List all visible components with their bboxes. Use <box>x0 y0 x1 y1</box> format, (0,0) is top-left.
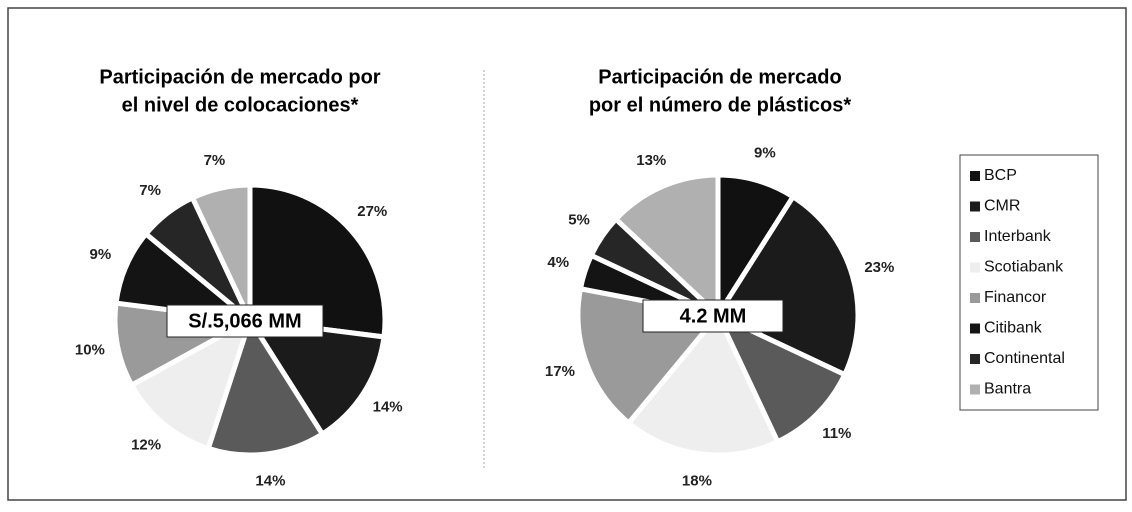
legend-label: CMR <box>984 198 1020 215</box>
frame <box>7 7 1127 501</box>
legend-swatch <box>970 201 980 212</box>
data-label: 12% <box>131 437 161 454</box>
data-label: 23% <box>864 259 894 276</box>
legend-label: Scotiabank <box>984 259 1064 276</box>
pie-slice <box>612 172 721 321</box>
data-label: 14% <box>373 398 403 415</box>
pie-slice <box>189 182 253 322</box>
chart-title: Participación de mercado por <box>99 66 380 88</box>
pie-slice <box>247 182 388 340</box>
data-label: 9% <box>754 145 776 162</box>
legend-swatch <box>970 171 980 181</box>
data-label: 7% <box>139 182 161 199</box>
legend-label: BCP <box>984 167 1017 184</box>
legend-label: Citibank <box>984 320 1043 337</box>
annotation-box <box>642 299 784 333</box>
pie-slice <box>205 314 326 458</box>
legend-swatch <box>970 323 980 334</box>
annotation: 4.2 MM <box>680 305 747 327</box>
data-label: 5% <box>568 212 590 229</box>
data-label: 27% <box>357 203 387 220</box>
legend-swatch <box>970 232 980 242</box>
data-label: 7% <box>204 152 226 169</box>
legend-swatch <box>970 354 980 364</box>
legend-label: Continental <box>984 350 1065 367</box>
data-label: 11% <box>822 425 851 442</box>
data-label: 17% <box>545 363 575 380</box>
legend-label: Interbank <box>984 228 1052 245</box>
chart-title: el nivel de colocaciones* <box>122 94 359 116</box>
data-label: 10% <box>75 342 105 359</box>
legend-swatch <box>970 262 980 273</box>
annotation: S/.5,066 MM <box>188 310 301 332</box>
data-label: 13% <box>636 152 666 169</box>
data-label: 4% <box>547 254 569 271</box>
data-label: 14% <box>255 473 285 490</box>
pie-slice <box>625 310 781 458</box>
legend-swatch <box>970 293 980 303</box>
chart-title: por el número de plásticos* <box>589 94 852 116</box>
pie-slice <box>128 314 255 452</box>
legend-label: Financor <box>984 289 1047 306</box>
pie-slice <box>712 309 849 446</box>
data-label: 9% <box>90 246 112 263</box>
annotation-box <box>166 304 324 338</box>
legend-label: Bantra <box>984 381 1031 398</box>
pie-slice <box>245 316 387 438</box>
chart-title: Participación de mercado <box>598 66 841 88</box>
legend-swatch <box>970 384 980 395</box>
legend-box <box>959 154 1099 411</box>
data-label: 18% <box>682 473 712 490</box>
